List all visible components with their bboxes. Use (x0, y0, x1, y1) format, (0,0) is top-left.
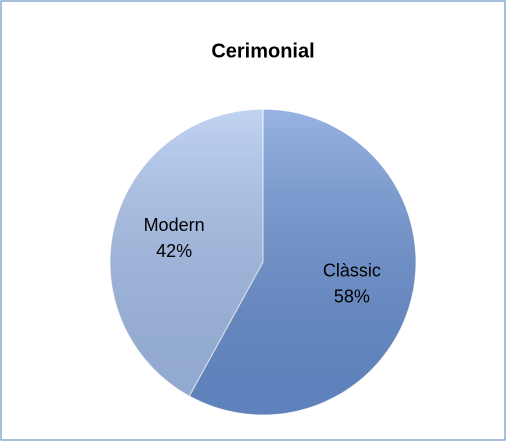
slice-category-label: Clàssic (323, 261, 381, 281)
slice-category-label: Modern (144, 215, 205, 235)
chart-title: Cerimonial (211, 40, 314, 62)
data-labels: Clàssic 58% Modern 42% (144, 215, 381, 307)
slice-value-label: 42% (156, 241, 192, 261)
slice-value-label: 58% (334, 287, 370, 307)
